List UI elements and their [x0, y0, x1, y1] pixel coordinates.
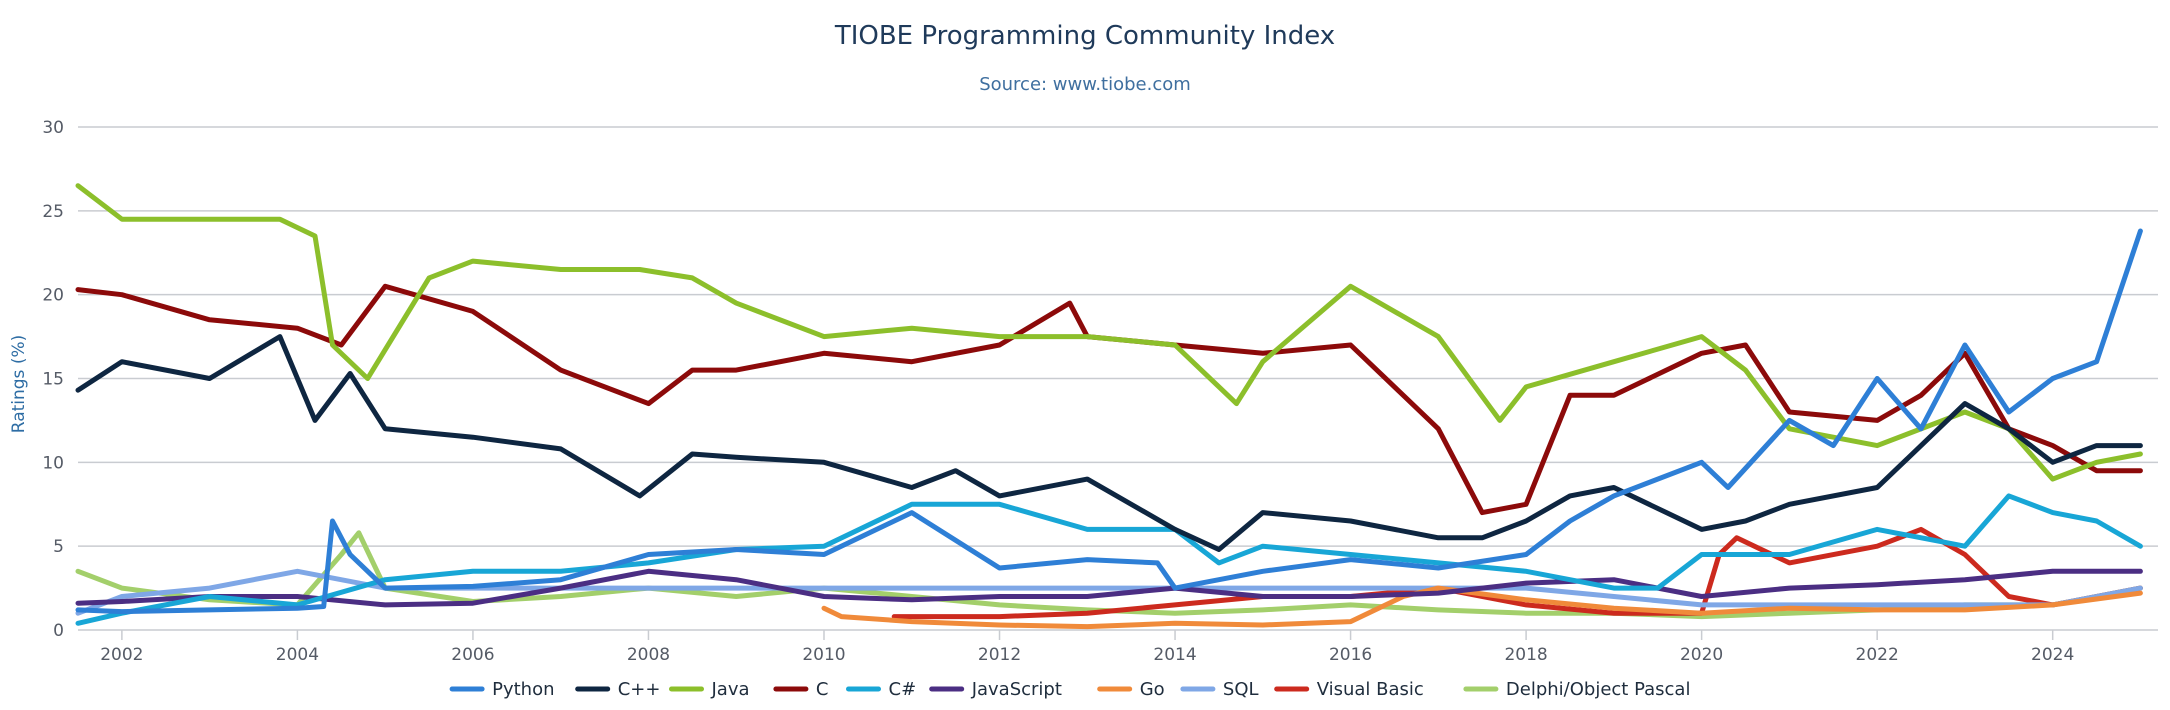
series-line-python [75, 228, 2143, 615]
legend-item[interactable]: C [773, 679, 829, 700]
legend-item[interactable]: Python [449, 679, 555, 700]
x-tick-label: 2004 [276, 645, 319, 665]
x-tick-label: 2018 [1504, 645, 1547, 665]
legend-label: C# [889, 679, 917, 700]
series-line-c [75, 283, 2143, 516]
legend: Python C++ Java C C# JavaScript Go SQL Visual Ba… [449, 679, 1691, 700]
series-lines [75, 183, 2143, 630]
legend-label: Python [492, 679, 554, 700]
series-line-java [75, 183, 2143, 482]
legend-label: Java [711, 679, 750, 700]
legend-item[interactable]: Delphi/Object Pascal [1463, 679, 1691, 700]
x-tick-label: 2016 [1329, 645, 1372, 665]
chart-subtitle: Source: www.tiobe.com [979, 74, 1191, 95]
x-tick-label: 2002 [100, 645, 143, 665]
y-axis-ticks: 0 5 10 15 20 25 30 [42, 118, 64, 641]
legend-label: Visual Basic [1317, 679, 1424, 700]
legend-label: Go [1140, 679, 1165, 700]
y-tick-label: 30 [42, 118, 64, 138]
series-line-javascript [75, 568, 2143, 608]
x-tick-label: 2024 [2031, 645, 2074, 665]
legend-label: JavaScript [971, 679, 1062, 700]
legend-item[interactable]: C++ [575, 679, 661, 700]
y-tick-label: 0 [53, 621, 64, 641]
legend-label: C [816, 679, 829, 700]
y-tick-label: 20 [42, 286, 64, 306]
y-tick-label: 5 [53, 537, 64, 557]
legend-item[interactable]: Visual Basic [1274, 679, 1424, 700]
x-tick-label: 2022 [1856, 645, 1899, 665]
legend-label: C++ [618, 679, 661, 700]
series-line-c- [75, 493, 2143, 626]
legend-label: SQL [1223, 679, 1259, 700]
x-tick-label: 2008 [627, 645, 670, 665]
chart-title: TIOBE Programming Community Index [834, 21, 1335, 51]
y-tick-label: 10 [42, 453, 64, 473]
series-line-c- [75, 334, 2143, 552]
legend-label: Delphi/Object Pascal [1506, 679, 1691, 700]
legend-item[interactable]: Go [1097, 679, 1165, 700]
legend-item[interactable]: Java [669, 679, 750, 700]
y-tick-label: 25 [42, 202, 64, 222]
legend-item[interactable]: SQL [1180, 679, 1259, 700]
grid-lines [78, 126, 2158, 631]
y-axis-label: Ratings (%) [9, 335, 29, 434]
legend-item[interactable]: JavaScript [929, 679, 1062, 700]
x-tick-label: 2014 [1153, 645, 1196, 665]
x-tick-label: 2020 [1680, 645, 1723, 665]
y-tick-label: 15 [42, 370, 64, 390]
x-tick-label: 2010 [802, 645, 845, 665]
x-axis-ticks: 2002 2004 2006 2008 2010 2012 2014 2016 2018 2020… [100, 630, 2074, 665]
x-tick-label: 2012 [978, 645, 1021, 665]
x-tick-label: 2006 [451, 645, 494, 665]
legend-item[interactable]: C# [846, 679, 917, 700]
